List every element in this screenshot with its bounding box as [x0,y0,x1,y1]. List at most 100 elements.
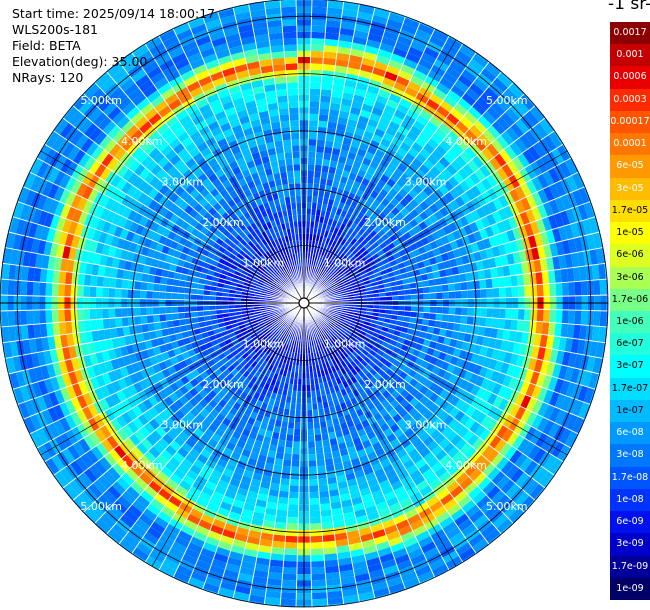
ppi-cell [453,102,468,116]
ppi-cell [339,27,355,37]
ppi-cell [365,332,373,340]
ppi-cell [71,320,79,334]
ppi-cell [88,160,102,175]
ppi-cell [407,46,424,59]
ppi-cell [412,474,426,486]
ppi-cell [127,504,143,519]
ppi-cell [331,358,338,366]
ppi-cell [418,405,429,416]
ppi-cell [428,382,439,393]
ppi-cell [577,204,589,221]
ppi-cell [316,202,323,210]
ppi-cell [279,341,285,349]
ppi-cell [140,281,148,291]
ppi-cell [509,403,521,418]
ppi-cell [311,0,328,2]
ppi-cell [440,235,450,246]
ppi-cell [356,336,364,343]
ppi-cell [386,496,400,507]
ppi-cell [373,389,382,399]
ppi-cell [319,278,325,284]
ppi-cell [130,463,144,477]
ppi-cell [313,428,322,436]
ppi-cell [178,286,186,294]
ppi-cell [276,324,283,331]
ppi-cell [110,235,120,248]
ppi-cell [241,428,251,438]
ppi-cell [173,435,186,447]
ppi-cell [172,319,180,328]
ppi-cell [215,305,223,310]
ppi-cell [494,255,503,268]
ppi-cell [429,93,444,106]
ppi-cell [468,58,485,73]
ppi-cell [340,454,351,463]
ppi-cell [267,333,274,340]
ppi-cell [368,517,382,527]
ppi-cell [198,321,206,328]
ppi-cell [319,420,327,429]
ppi-cell [400,172,411,184]
ppi-cell [322,57,337,66]
ppi-cell [257,281,265,287]
ppi-cell [390,372,400,381]
ppi-cell [285,440,294,448]
ppi-cell [463,481,478,495]
ppi-cell [26,281,34,296]
ppi-cell [360,238,369,247]
ppi-cell [371,345,380,353]
ppi-cell [161,227,171,238]
ppi-cell [144,485,158,499]
ppi-cell [566,267,575,283]
ppi-cell [486,106,501,121]
ppi-cell [394,41,411,53]
ppi-cell [364,363,373,372]
ppi-cell [318,337,323,344]
ppi-cell [427,181,439,193]
ppi-cell [116,458,131,473]
ppi-cell [12,355,22,373]
ppi-cell [423,243,433,253]
ppi-cell [274,289,282,294]
ppi-cell [356,475,368,485]
ppi-cell [366,166,377,176]
ppi-cell [365,379,374,389]
ppi-cell [439,399,450,411]
ppi-cell [342,266,350,273]
ppi-cell [372,364,381,373]
ppi-cell [310,548,324,556]
ppi-cell [339,286,346,291]
ppi-cell [512,82,525,95]
ppi-cell [335,59,349,68]
ppi-cell [315,209,322,217]
ppi-cell [92,479,108,495]
ppi-cell [280,592,297,600]
ppi-cell [393,81,408,93]
ppi-cell [345,157,355,167]
ppi-cell [431,444,443,457]
ppi-cell [414,426,426,438]
ppi-cell [326,289,334,294]
ppi-cell [78,261,87,275]
ppi-cell [418,58,434,71]
ppi-cell [343,163,353,173]
ppi-cell [377,143,389,154]
ppi-cell [276,445,286,454]
ppi-cell [250,368,258,376]
ppi-cell [47,167,60,184]
ppi-cell [344,79,357,89]
ppi-cell [555,282,563,297]
ppi-cell [325,134,335,142]
ppi-cell [53,335,63,349]
ppi-cell [277,361,283,369]
ppi-cell [381,224,391,234]
ppi-cell [374,7,391,13]
ppi-cell [288,498,299,505]
ppi-cell [121,387,133,400]
ppi-cell [282,567,298,575]
ppi-cell [459,379,470,391]
ppi-cell [241,342,249,350]
ppi-cell [435,144,448,157]
ppi-cell [308,479,319,486]
ppi-cell [385,368,395,377]
